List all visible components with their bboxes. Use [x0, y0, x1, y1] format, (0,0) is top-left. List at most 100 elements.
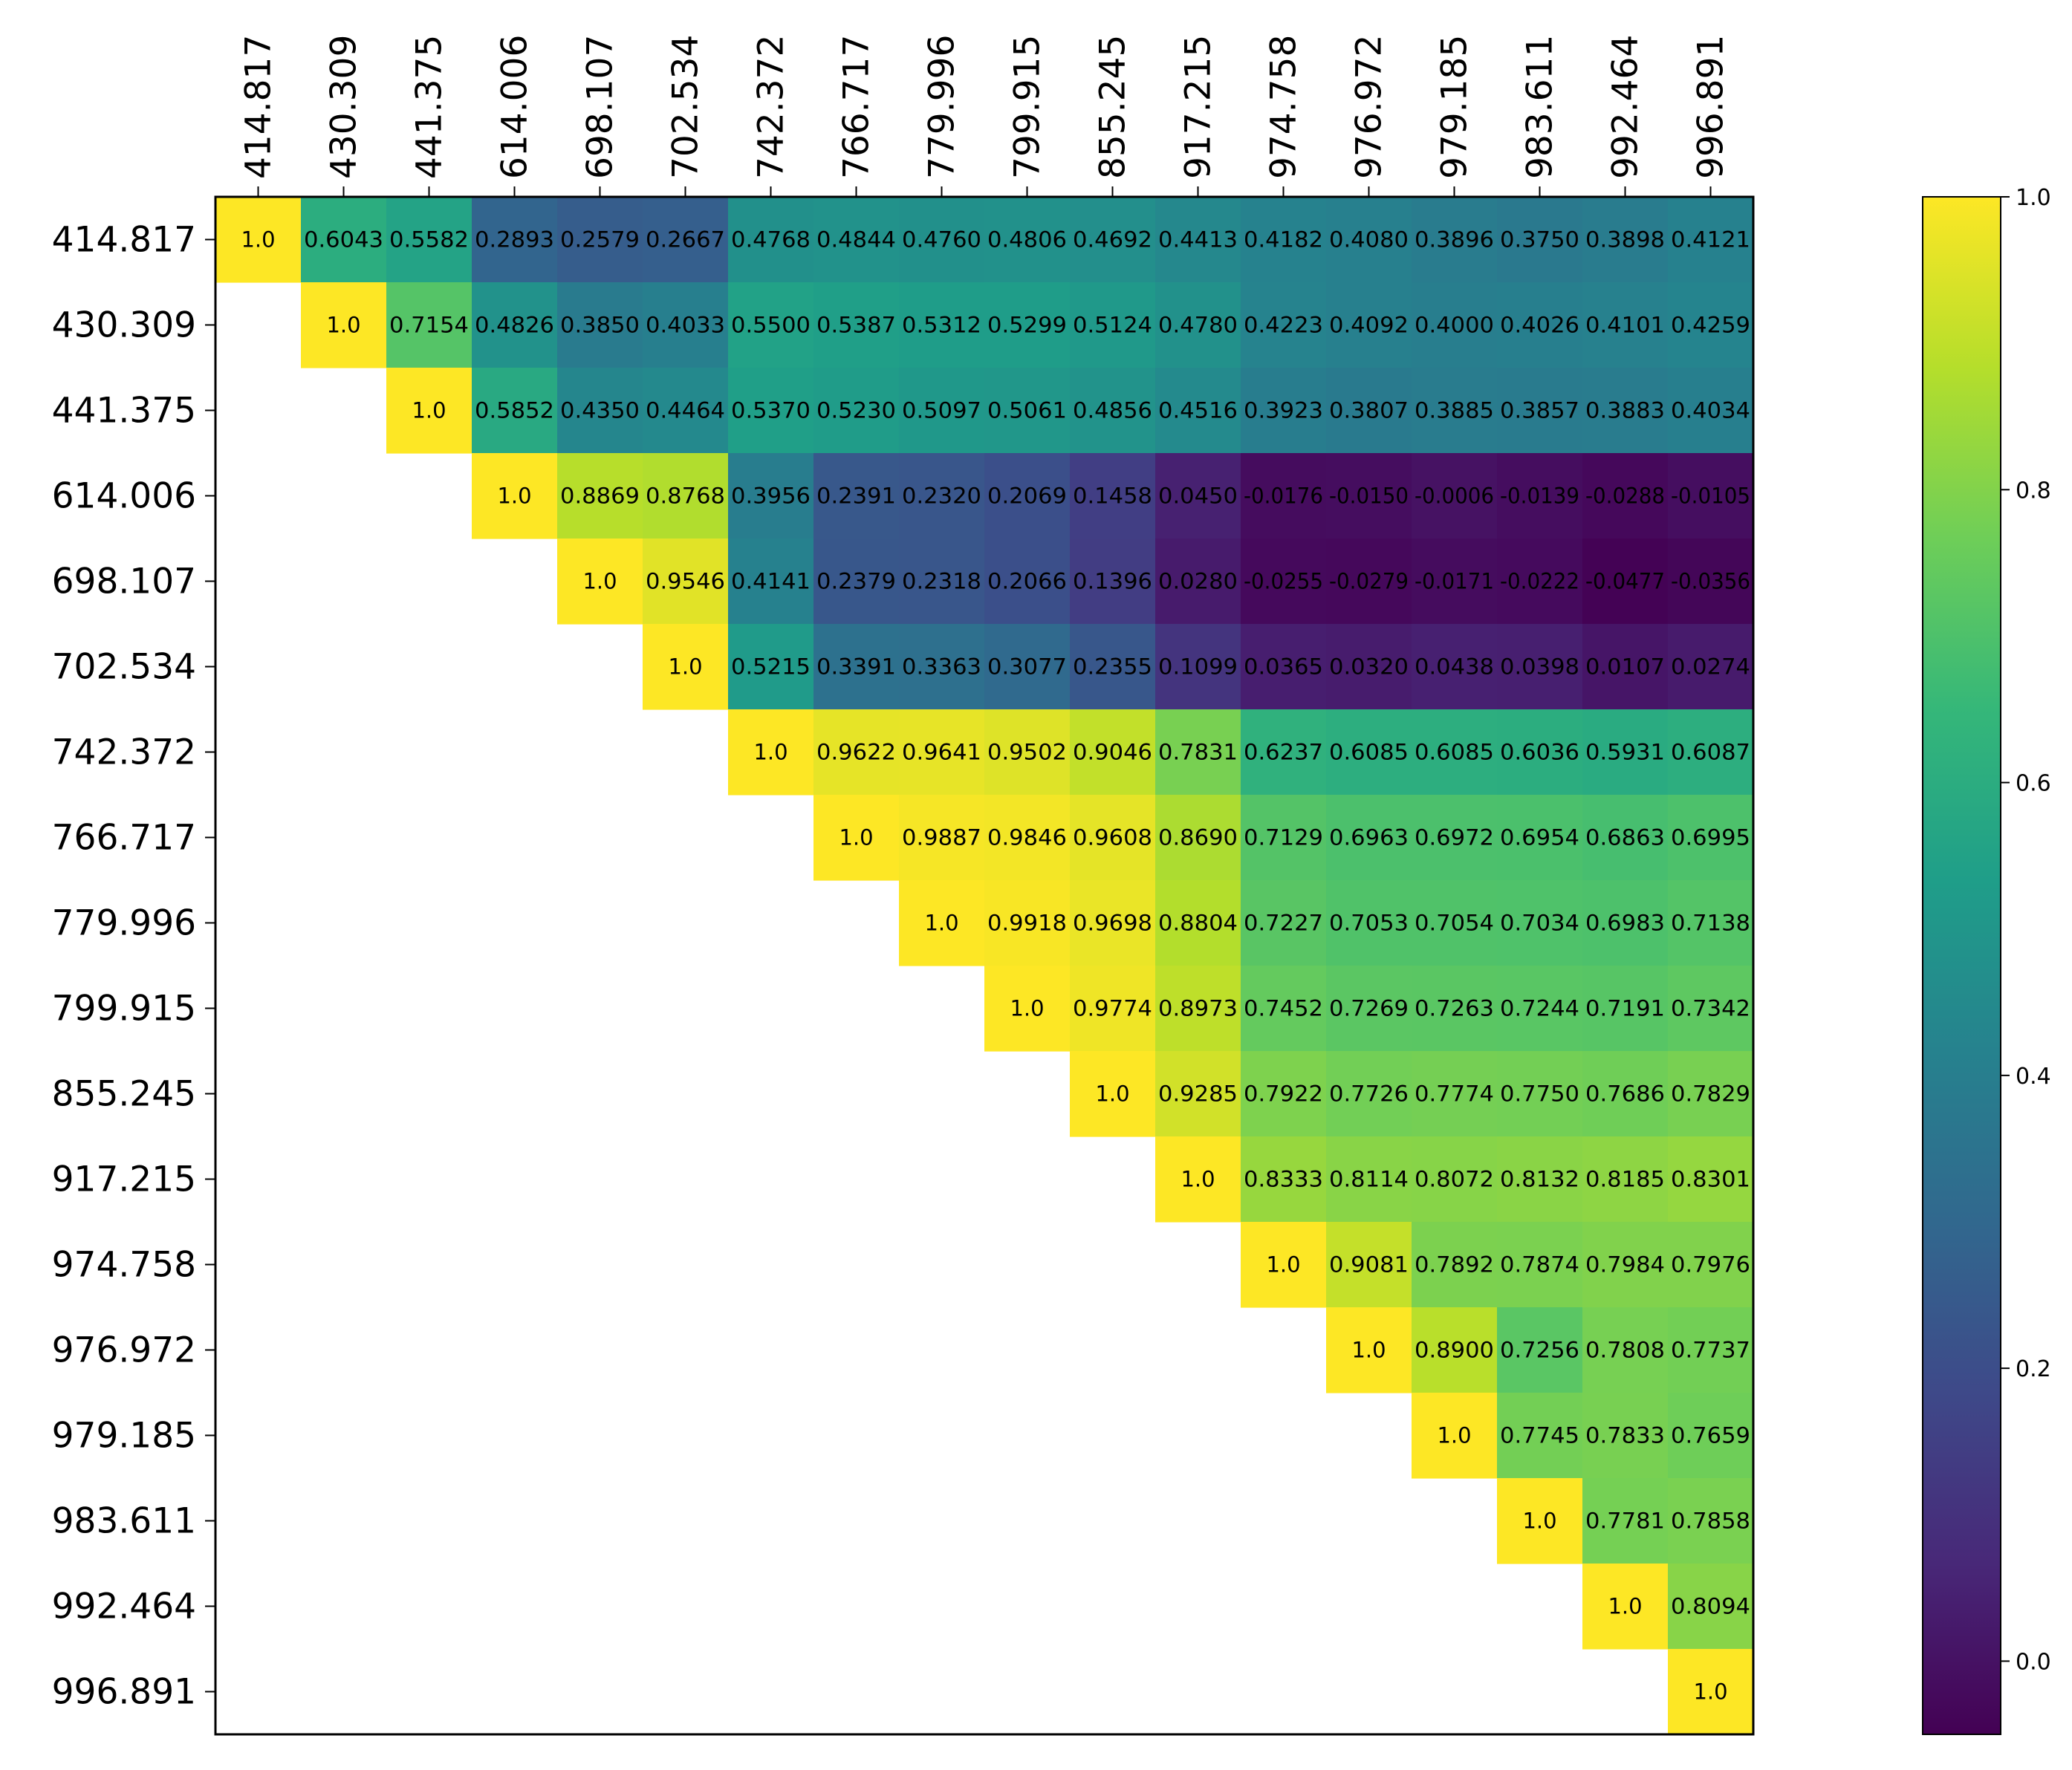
cell-value-label-r4-c10: 0.1396 — [1073, 569, 1152, 594]
cell-value-label-r6-c16: 0.5931 — [1585, 740, 1665, 765]
cell-value-label-r8-c14: 0.7054 — [1415, 911, 1494, 936]
heatmap-cell-r1-c7 — [813, 282, 900, 368]
heatmap-cell-r4-c14 — [1412, 539, 1498, 625]
cell-value-label-r1-c3: 0.4826 — [475, 313, 554, 338]
cell-value-label-r9-c11: 0.8973 — [1158, 996, 1238, 1021]
heatmap-cell-r0-c0 — [215, 197, 302, 283]
y-tick-label-2: 441.375 — [52, 391, 196, 432]
heatmap-cell-r3-c17 — [1668, 453, 1754, 539]
heatmap-cell-r3-c14 — [1412, 453, 1498, 539]
heatmap-cell-r7-c15 — [1497, 795, 1583, 881]
heatmap-cell-r8-c10 — [1070, 880, 1156, 966]
y-tick-label-10: 855.245 — [52, 1074, 196, 1115]
cell-value-label-r11-c13: 0.8114 — [1329, 1167, 1409, 1192]
heatmap-cell-r12-c15 — [1497, 1222, 1583, 1308]
heatmap-cell-r1-c15 — [1497, 282, 1583, 368]
heatmap-cell-r2-c16 — [1582, 368, 1669, 454]
heatmap-cell-r0-c3 — [472, 197, 558, 283]
cell-value-label-r9-c9: 1.0 — [1010, 996, 1044, 1021]
heatmap-cell-r0-c15 — [1497, 197, 1583, 283]
heatmap-cell-r7-c17 — [1668, 795, 1754, 881]
cell-value-label-r4-c13: -0.0279 — [1329, 569, 1409, 594]
heatmap-cell-r11-c14 — [1412, 1136, 1498, 1223]
cell-value-label-r4-c16: -0.0477 — [1585, 569, 1665, 594]
y-tick-label-12: 974.758 — [52, 1245, 196, 1286]
heatmap-cell-r0-c8 — [899, 197, 985, 283]
cell-value-label-r1-c6: 0.5500 — [731, 313, 811, 338]
cell-value-label-r7-c8: 0.9887 — [902, 825, 981, 850]
x-tick-label-1: 430.309 — [324, 35, 365, 179]
colorbar: 0.0 0.2 0.4 0.6 0.8 1.0 — [1922, 185, 2051, 1735]
heatmap-cell-r14-c17 — [1668, 1393, 1754, 1479]
heatmap-cell-r12-c16 — [1582, 1222, 1669, 1308]
cell-value-label-r7-c13: 0.6963 — [1329, 825, 1409, 850]
heatmap-cell-r10-c14 — [1412, 1051, 1498, 1137]
y-tick-label-17: 996.891 — [52, 1672, 196, 1713]
heatmap-cell-r15-c17 — [1668, 1478, 1754, 1564]
cell-value-label-r0-c0: 1.0 — [241, 227, 275, 253]
heatmap-cell-r6-c13 — [1326, 709, 1412, 795]
heatmap-cell-r14-c16 — [1582, 1393, 1669, 1479]
y-tick-label-11: 917.215 — [52, 1159, 196, 1200]
heatmap-cell-r2-c7 — [813, 368, 900, 454]
heatmap-cell-r6-c7 — [813, 709, 900, 795]
heatmap-cell-r0-c17 — [1668, 197, 1754, 283]
heatmap-cell-r13-c15 — [1497, 1307, 1583, 1393]
y-axis-ticks: 414.817 430.309 441.375 614.006 698.107 702.5… — [52, 220, 215, 1713]
heatmap-cell-r7-c14 — [1412, 795, 1498, 881]
heatmap-cell-r1-c8 — [899, 282, 985, 368]
heatmap-cell-r2-c4 — [557, 368, 643, 454]
cell-value-label-r1-c2: 0.7154 — [389, 313, 469, 338]
cell-value-label-r6-c15: 0.6036 — [1500, 740, 1579, 765]
cell-value-label-r15-c17: 0.7858 — [1671, 1509, 1750, 1534]
cell-value-label-r9-c13: 0.7269 — [1329, 996, 1409, 1021]
cell-value-label-r3-c4: 0.8869 — [560, 484, 640, 509]
heatmap-cell-r0-c1 — [301, 197, 387, 283]
y-tick-label-3: 614.006 — [52, 476, 196, 517]
cell-value-label-r12-c12: 1.0 — [1266, 1252, 1300, 1278]
heatmap-cell-r0-c4 — [557, 197, 643, 283]
heatmap-cell-r4-c9 — [984, 539, 1071, 625]
cell-value-label-r2-c17: 0.4034 — [1671, 398, 1750, 423]
heatmap-cell-r10-c16 — [1582, 1051, 1669, 1137]
heatmap-cell-r10-c10 — [1070, 1051, 1156, 1137]
heatmap-cell-r1-c5 — [643, 282, 729, 368]
heatmap-cell-r7-c10 — [1070, 795, 1156, 881]
cell-value-label-r1-c11: 0.4780 — [1158, 313, 1238, 338]
cell-value-label-r6-c12: 0.6237 — [1244, 740, 1323, 765]
heatmap-cell-r0-c9 — [984, 197, 1071, 283]
heatmap-cell-r8-c11 — [1155, 880, 1241, 966]
heatmap-cell-r0-c12 — [1241, 197, 1327, 283]
heatmap-cell-r3-c6 — [728, 453, 814, 539]
cell-value-label-r0-c3: 0.2893 — [475, 227, 554, 253]
cell-value-label-r5-c15: 0.0398 — [1500, 654, 1579, 680]
cell-value-label-r15-c15: 1.0 — [1522, 1509, 1556, 1534]
heatmap-cell-r8-c15 — [1497, 880, 1583, 966]
cell-value-label-r0-c6: 0.4768 — [731, 227, 811, 253]
cell-value-label-r4-c5: 0.9546 — [646, 569, 725, 594]
cell-value-label-r10-c17: 0.7829 — [1671, 1081, 1750, 1107]
heatmap-cell-r8-c12 — [1241, 880, 1327, 966]
cell-value-label-r6-c9: 0.9502 — [987, 740, 1067, 765]
cell-value-label-r12-c15: 0.7874 — [1500, 1252, 1579, 1278]
heatmap-cell-r8-c13 — [1326, 880, 1412, 966]
cell-value-label-r11-c14: 0.8072 — [1415, 1167, 1494, 1192]
heatmap-cells — [215, 197, 1754, 1735]
heatmap-cell-r4-c15 — [1497, 539, 1583, 625]
x-tick-label-17: 996.891 — [1691, 35, 1732, 179]
heatmap-cell-r6-c9 — [984, 709, 1071, 795]
cell-value-label-r1-c4: 0.3850 — [560, 313, 640, 338]
heatmap-cell-r10-c12 — [1241, 1051, 1327, 1137]
heatmap-cell-r3-c10 — [1070, 453, 1156, 539]
cell-value-label-r8-c11: 0.8804 — [1158, 911, 1238, 936]
colorbar-gradient — [1922, 196, 2001, 1735]
y-tick-label-9: 799.915 — [52, 989, 196, 1029]
cell-value-label-r2-c10: 0.4856 — [1073, 398, 1152, 423]
heatmap-cell-r11-c12 — [1241, 1136, 1327, 1223]
cell-value-label-r6-c8: 0.9641 — [902, 740, 981, 765]
cell-value-label-r8-c13: 0.7053 — [1329, 911, 1409, 936]
heatmap-cell-r9-c9 — [984, 966, 1071, 1052]
heatmap-cell-r13-c16 — [1582, 1307, 1669, 1393]
